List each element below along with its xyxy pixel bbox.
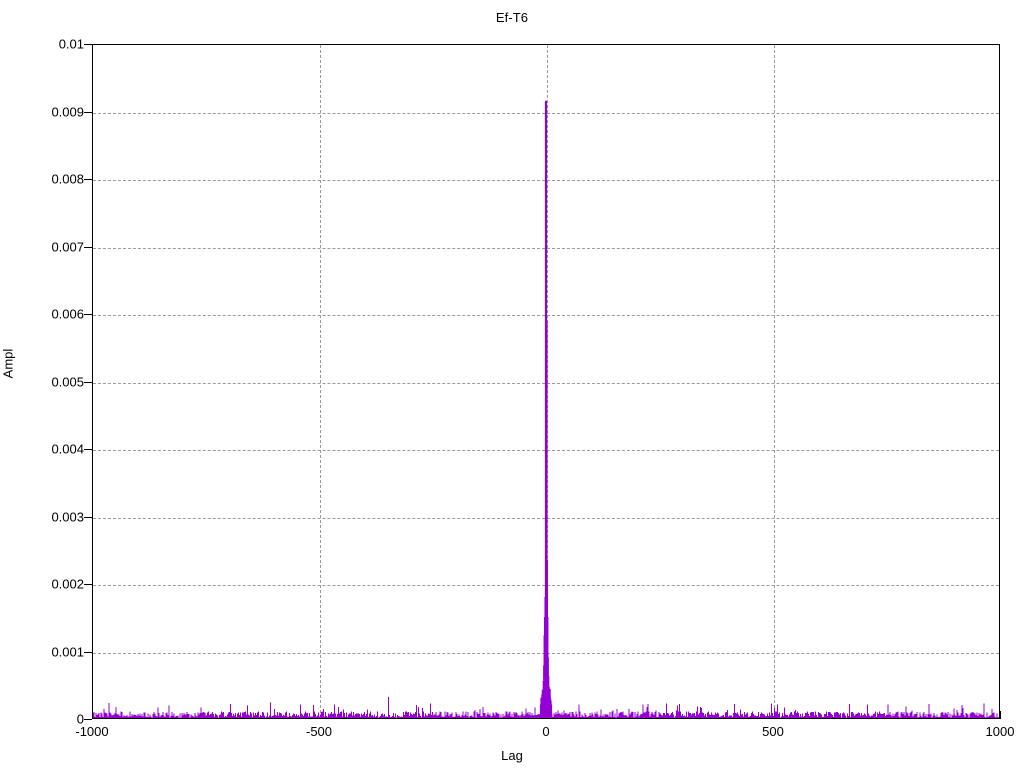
- y-tick-label: 0: [76, 711, 84, 727]
- gridline-vertical: [320, 45, 321, 718]
- x-tick-label: 500: [762, 724, 784, 739]
- x-tick-label: 1000: [985, 724, 1015, 739]
- plot-area: [92, 44, 1000, 719]
- data-series-impulses: [93, 100, 999, 718]
- y-tick-mark: [84, 111, 92, 113]
- chart-title: Ef-T6: [495, 10, 529, 25]
- y-tick-mark: [84, 44, 92, 45]
- y-tick-label: 0.003: [51, 509, 84, 524]
- x-axis-label: Lag: [501, 748, 523, 763]
- y-tick-mark: [84, 246, 92, 248]
- y-tick-mark: [84, 314, 92, 315]
- y-tick-label: 0.004: [51, 441, 84, 457]
- gridline-vertical: [774, 45, 775, 718]
- y-tick-label: 0.001: [51, 644, 84, 659]
- y-tick-mark: [84, 179, 92, 180]
- y-tick-mark: [84, 381, 92, 383]
- y-tick-label: 0.006: [51, 306, 84, 322]
- x-tick-mark: [1000, 711, 1001, 719]
- y-tick-mark: [84, 651, 92, 653]
- y-tick-label: 0.009: [51, 104, 84, 119]
- y-tick-mark: [84, 449, 92, 450]
- y-tick-label: 0.005: [51, 374, 84, 389]
- x-tick-label: 0: [542, 724, 550, 739]
- y-tick-label: 0.01: [58, 36, 84, 52]
- x-tick-label: -1000: [75, 724, 109, 739]
- noise-floor-impulses: [93, 696, 999, 718]
- y-tick-mark: [84, 516, 92, 518]
- y-tick-label: 0.007: [51, 239, 84, 254]
- y-tick-label: 0.002: [51, 576, 84, 592]
- y-tick-mark: [84, 584, 92, 585]
- y-tick-mark: [84, 719, 92, 720]
- x-tick-label: -500: [305, 724, 333, 739]
- y-tick-label: 0.008: [51, 171, 84, 187]
